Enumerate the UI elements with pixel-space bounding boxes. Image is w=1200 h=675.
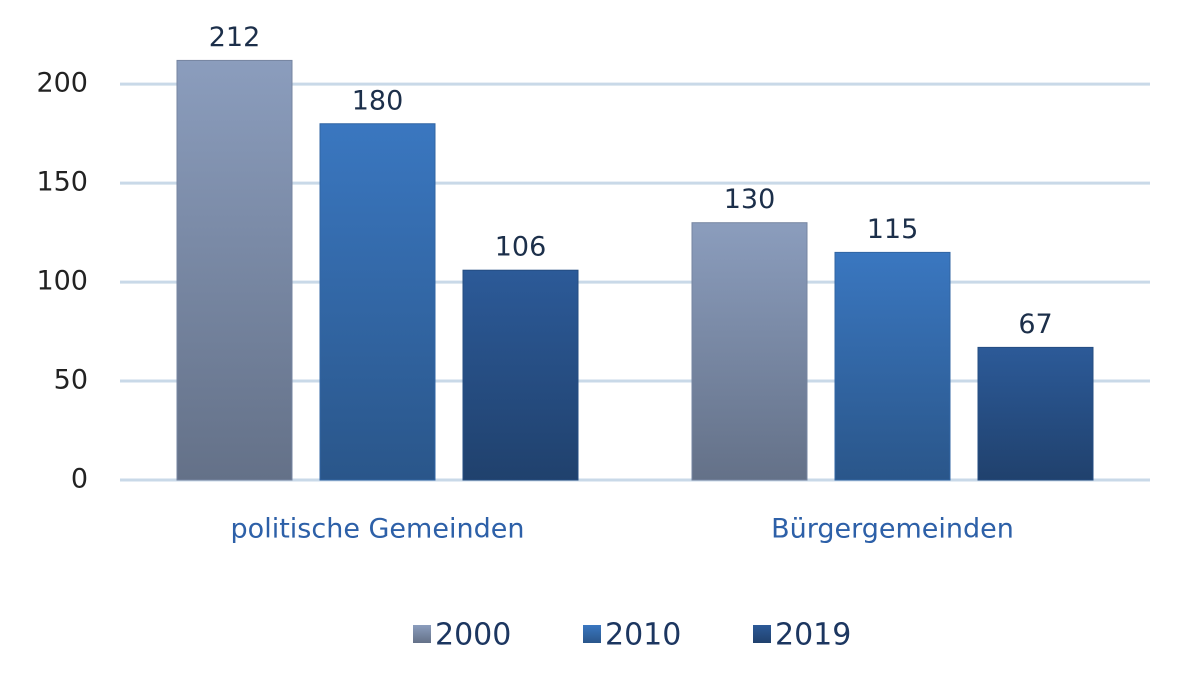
y-tick-label: 100 — [36, 266, 88, 297]
legend-label: 2010 — [605, 618, 681, 653]
bar — [977, 346, 1094, 481]
bar — [176, 59, 293, 481]
value-label: 212 — [209, 22, 261, 53]
value-label: 180 — [352, 85, 404, 116]
value-label: 67 — [1018, 309, 1052, 340]
bar — [319, 123, 436, 481]
y-tick-label: 150 — [36, 167, 88, 198]
value-label: 130 — [724, 184, 776, 215]
y-tick-label: 50 — [54, 365, 88, 396]
value-label: 106 — [495, 232, 547, 263]
y-tick-label: 200 — [36, 68, 88, 99]
y-tick-label: 0 — [71, 464, 88, 495]
legend-label: 2019 — [775, 618, 851, 653]
legend-swatch — [753, 625, 771, 643]
value-label: 115 — [867, 214, 919, 245]
bar — [691, 222, 808, 481]
bar — [462, 269, 579, 481]
bar — [834, 251, 951, 481]
x-tick-label: Bürgergemeinden — [771, 514, 1014, 545]
legend-swatch — [413, 625, 431, 643]
legend-label: 2000 — [435, 618, 511, 653]
x-tick-label: politische Gemeinden — [231, 514, 525, 545]
legend-swatch — [583, 625, 601, 643]
